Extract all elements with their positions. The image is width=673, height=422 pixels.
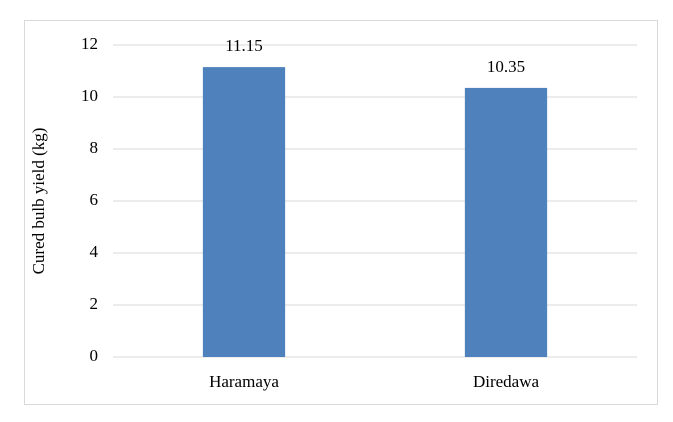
x-tick-label: Diredawa (473, 372, 540, 391)
y-tick-label: 6 (90, 190, 99, 209)
y-tick-label: 8 (90, 138, 99, 157)
bar (202, 67, 286, 357)
y-tick-label: 10 (81, 86, 98, 105)
x-tick-label: Haramaya (209, 372, 279, 391)
y-axis-label: Cured bulb yield (kg) (29, 128, 48, 275)
chart-border (24, 20, 658, 405)
y-tick-label: 4 (90, 242, 99, 261)
value-label: 10.35 (487, 57, 525, 76)
value-label: 11.15 (225, 36, 263, 55)
bar (464, 87, 548, 358)
y-tick-label: 12 (81, 34, 98, 53)
y-tick-label: 2 (90, 294, 99, 313)
y-tick-label: 0 (90, 346, 99, 365)
